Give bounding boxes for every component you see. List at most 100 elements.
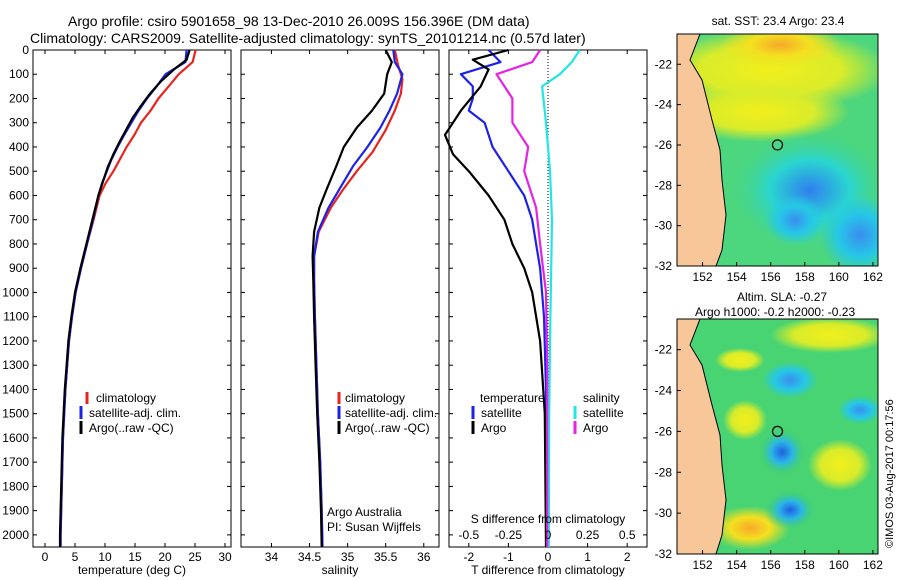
lon-tick-label: 158: [795, 558, 815, 572]
lat-tick-label: -30: [655, 506, 673, 520]
difference-panel: -2 -1 0 1 2 S difference from climatology T …: [443, 48, 648, 577]
x-tick-label: -1: [503, 550, 514, 564]
sla-high-nw: [715, 348, 765, 372]
series-line-temperature-argo: [443, 48, 548, 548]
depth-tick-label: 200: [9, 91, 29, 105]
x-tick-label: 36: [417, 550, 431, 564]
depth-tick-label: 1600: [2, 431, 29, 445]
sst-hot-spot: [720, 34, 840, 67]
depth-tick-label: 1400: [2, 382, 29, 396]
x-tick-label: 1: [584, 550, 591, 564]
sst-float-location-marker: [771, 139, 784, 151]
temperature-panel: 0100200300400500600700800900100011001200…: [2, 43, 232, 577]
s-diff-tick-label: 0.5: [619, 528, 636, 542]
temperature-axes-box: [32, 49, 232, 548]
s-diff-tick-label: -0.5: [458, 528, 479, 542]
sla-float-location-marker: [771, 425, 784, 437]
depth-tick-label: 700: [9, 213, 29, 227]
sla-low-eddy: [758, 428, 806, 476]
sla-map-frame: [676, 318, 879, 555]
depth-tick-label: 1800: [2, 479, 29, 493]
temperature-xlabel: temperature (deg C): [78, 563, 186, 577]
s-difference-label: S difference from climatology: [471, 512, 626, 526]
lat-tick-label: -28: [655, 178, 673, 192]
lat-tick-label: -22: [655, 343, 673, 357]
depth-tick-label: 1700: [2, 455, 29, 469]
s-diff-tick-label: 0: [545, 528, 552, 542]
series-line-salinity-satellite: [540, 49, 581, 548]
legend-t-argo-label: Argo: [481, 421, 507, 435]
source-line-1: Argo Australia: [327, 505, 402, 519]
x-tick-label: 0: [545, 550, 552, 564]
temperature-x-ticks: 0 5 10 15 20 25 30: [42, 50, 232, 564]
salinity-axes-box: [240, 49, 440, 548]
lon-tick-label: 160: [829, 270, 849, 284]
depth-tick-label: 1200: [2, 334, 29, 348]
depth-tick-label: 1900: [2, 504, 29, 518]
depth-tick-label: 400: [9, 140, 29, 154]
lon-tick-label: 152: [693, 270, 713, 284]
lon-tick-label: 154: [727, 558, 747, 572]
sla-low-north: [762, 362, 818, 398]
series-line-temperature-satellite: [459, 49, 548, 548]
salinity-legend: climatology satellite-adj. clim. Argo(..…: [337, 391, 437, 435]
lon-tick-label: 160: [829, 558, 849, 572]
temperature-legend: climatology satellite-adj. clim. Argo(..…: [79, 391, 181, 435]
legend-temperature-title: temperature: [480, 391, 545, 405]
sst-map: -22 -24 -26 -28 -30 -32 152 154 156 158 160 162 sat…: [655, 14, 884, 284]
depth-tick-label: 0: [22, 43, 29, 57]
sla-australia-land: [677, 319, 727, 554]
salinity-panel: 34 34.5 35 35.5 36 salinity climatology sate…: [240, 49, 440, 577]
lat-tick-label: -24: [655, 98, 673, 112]
sla-map: -22 -24 -26 -28 -30 -32 152 154 156 158 160 162 Alt…: [655, 290, 884, 572]
x-tick-label: -2: [463, 550, 474, 564]
sla-subtitle: Argo h1000: -0.2 h2000: -0.23: [695, 305, 855, 319]
sla-axis-ticks: -22 -24 -26 -28 -30 -32 152 154 156 158 160 162: [655, 343, 884, 572]
x-tick-label: 30: [218, 550, 232, 564]
sst-warm-band: [677, 82, 850, 142]
lon-tick-label: 162: [863, 270, 883, 284]
x-tick-label: 10: [98, 550, 112, 564]
lat-tick-label: -26: [655, 424, 673, 438]
series-line-argo-raw-qc-: [58, 49, 191, 547]
legend-salinity-title: salinity: [583, 391, 620, 405]
salinity-depth-ticks: [241, 49, 439, 536]
depth-tick-label: 500: [9, 164, 29, 178]
depth-tick-label: 800: [9, 237, 29, 251]
title-line-1: Argo profile: csiro 5901658_98 13-Dec-20…: [68, 13, 530, 29]
series-line-salinity-argo: [495, 49, 549, 547]
x-tick-label: 35: [341, 550, 355, 564]
source-line-2: PI: Susan Wijffels: [327, 520, 421, 534]
legend-satellite-label: satellite-adj. clim.: [89, 406, 181, 420]
x-tick-label: 20: [158, 550, 172, 564]
legend-satellite-label: satellite-adj. clim.: [345, 406, 437, 420]
lat-tick-label: -32: [655, 547, 673, 561]
depth-axis-ticks: 0 100 200 300 400 500 600 700 800 900 1000 1100 1200…: [2, 43, 231, 542]
legend-t-satellite-label: satellite: [481, 406, 522, 420]
lon-tick-label: 158: [795, 270, 815, 284]
lat-tick-label: -32: [655, 259, 673, 273]
series-line-argo-raw-qc-: [311, 49, 393, 548]
legend-climatology-label: climatology: [96, 391, 156, 405]
depth-tick-label: 300: [9, 116, 29, 130]
depth-tick-label: 900: [9, 261, 29, 275]
sla-low-south: [764, 490, 816, 530]
x-tick-label: 2: [624, 550, 631, 564]
legend-argo-label: Argo(..raw -QC): [89, 421, 174, 435]
sla-field: [677, 319, 878, 554]
x-tick-label: 34: [265, 550, 279, 564]
sst-cool-patch: [765, 195, 825, 245]
depth-tick-label: 1100: [3, 310, 29, 324]
sla-high-north: [770, 319, 878, 353]
x-tick-label: 34.5: [298, 550, 322, 564]
lon-tick-label: 154: [727, 270, 747, 284]
lat-tick-label: -26: [655, 138, 673, 152]
t-difference-xlabel: T difference from climatology: [471, 563, 625, 577]
sst-cool-corner: [820, 195, 878, 266]
x-tick-label: 35.5: [374, 550, 398, 564]
legend-climatology-label: climatology: [345, 391, 405, 405]
lon-tick-label: 162: [863, 558, 883, 572]
depth-tick-label: 1500: [2, 407, 29, 421]
lon-tick-label: 152: [693, 558, 713, 572]
